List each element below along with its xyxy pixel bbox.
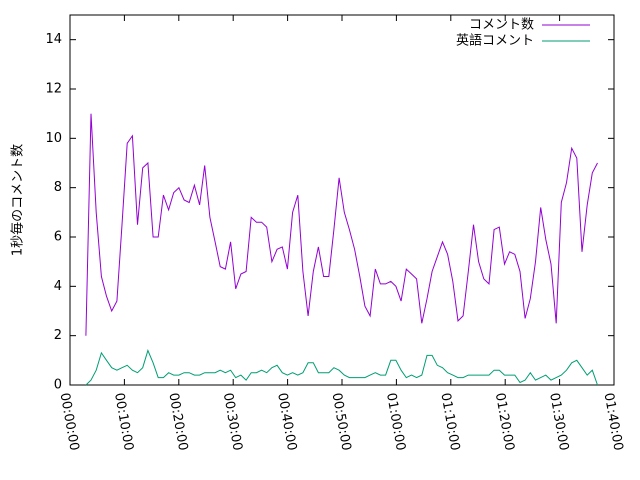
x-tick-label: 00:40:00: [274, 392, 299, 452]
y-axis-label: 1秒毎のコメント数: [10, 144, 26, 256]
x-tick-label: 01:10:00: [437, 392, 462, 452]
y-tick-label: 10: [45, 131, 62, 146]
y-tick-label: 8: [54, 180, 62, 195]
y-tick-label: 2: [54, 328, 62, 343]
y-tick-label: 4: [54, 279, 62, 294]
legend-label: 英語コメント: [456, 33, 534, 49]
x-tick-label: 00:50:00: [329, 392, 354, 452]
x-tick-label: 00:30:00: [220, 392, 245, 452]
y-tick-label: 14: [45, 32, 62, 47]
data-line: [85, 113, 598, 336]
data-line: [85, 349, 598, 386]
plot-border: [69, 14, 615, 386]
x-tick-label: 00:20:00: [165, 392, 190, 452]
x-tick-label: 00:00:00: [57, 392, 82, 452]
x-tick-label: 00:10:00: [111, 392, 136, 452]
y-tick-label: 6: [54, 230, 62, 245]
y-tick-label: 12: [45, 82, 62, 97]
x-tick-label: 01:40:00: [601, 392, 626, 452]
x-tick-label: 01:30:00: [546, 392, 571, 452]
y-tick-label: 0: [54, 378, 62, 393]
x-tick-label: 01:20:00: [492, 392, 517, 452]
legend-label: コメント数: [469, 18, 534, 33]
x-tick-label: 01:00:00: [383, 392, 408, 452]
